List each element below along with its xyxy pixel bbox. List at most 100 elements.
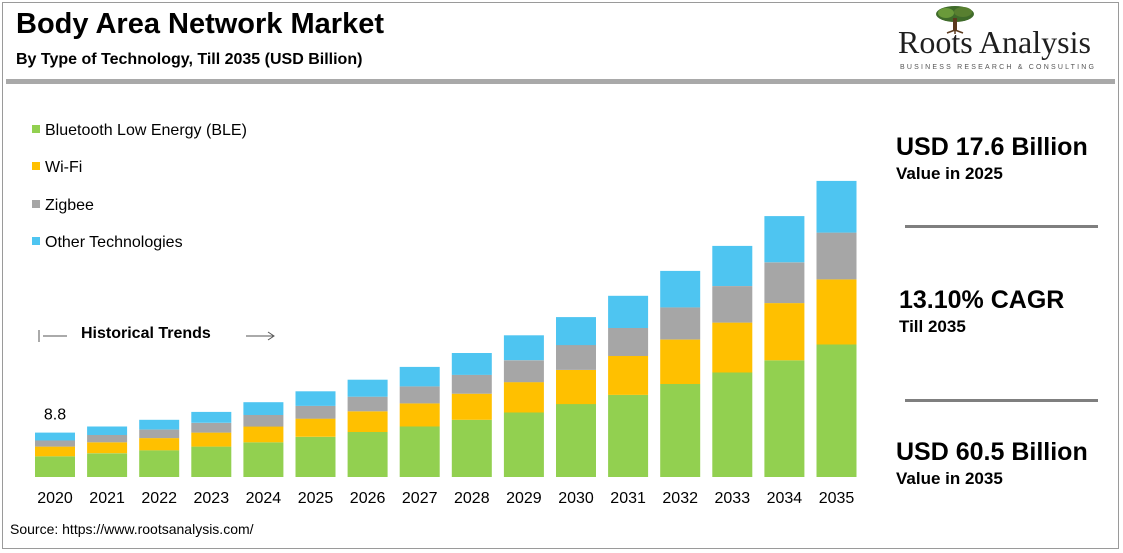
- bar-other-2031: [608, 295, 649, 328]
- bar-wifi-2024: [243, 426, 284, 443]
- bar-ble-2028: [451, 419, 492, 477]
- kpi-2025-value: USD 17.6 Billion Value in 2025: [896, 133, 1088, 184]
- bar-other-2030: [556, 317, 596, 346]
- legend-item-ble: Bluetooth Low Energy (BLE): [32, 122, 247, 142]
- bar-zigbee-2032: [660, 307, 701, 340]
- bar-group: [35, 180, 857, 477]
- bar-other-2034: [764, 216, 805, 263]
- x-tick-label-2024: 2024: [246, 490, 282, 507]
- bar-zigbee-2033: [712, 286, 753, 323]
- bar-wifi-2020: [35, 446, 75, 457]
- bar-zigbee-2028: [451, 374, 492, 394]
- bar-wifi-2026: [347, 411, 388, 432]
- bar-ble-2022: [139, 450, 180, 477]
- bar-ble-2032: [660, 384, 701, 477]
- bar-wifi-2034: [764, 303, 805, 361]
- logo-wordmark: Roots Analysis: [898, 24, 1091, 60]
- x-tick-label-2027: 2027: [402, 490, 438, 507]
- x-tick-label-2035: 2035: [819, 490, 855, 507]
- bar-other-2020: [35, 432, 75, 441]
- legend-label-zigbee: Zigbee: [45, 197, 94, 214]
- bar-other-2022: [139, 419, 180, 430]
- bar-wifi-2033: [712, 322, 753, 373]
- bar-wifi-2025: [295, 418, 336, 437]
- bar-other-2032: [660, 270, 701, 308]
- x-tick-label-2023: 2023: [194, 490, 230, 507]
- bar-other-2023: [191, 411, 232, 423]
- x-tick-label-2028: 2028: [454, 490, 490, 507]
- x-tick-label-2026: 2026: [350, 490, 386, 507]
- historical-trends-marker: [38, 330, 275, 342]
- legend-item-wifi: Wi-Fi: [32, 159, 82, 179]
- bar-zigbee-2031: [608, 328, 649, 356]
- bar-wifi-2032: [660, 339, 701, 384]
- x-tick-label-2020: 2020: [37, 490, 73, 507]
- bar-wifi-2028: [451, 393, 492, 420]
- header-divider: [6, 79, 1115, 84]
- bar-zigbee-2027: [399, 386, 440, 404]
- bar-zigbee-2020: [35, 440, 75, 447]
- bar-other-2033: [712, 245, 753, 286]
- brand-logo: Roots Analysis BUSINESS RESEARCH & CONSU…: [880, 4, 1110, 76]
- bar-wifi-2029: [503, 382, 544, 413]
- bar-zigbee-2024: [243, 415, 284, 427]
- kpi-2035-caption: Value in 2035: [896, 469, 1003, 488]
- bar-other-2026: [347, 379, 388, 397]
- bar-ble-2025: [295, 436, 336, 477]
- logo-tagline: BUSINESS RESEARCH & CONSULTING: [900, 64, 1097, 71]
- bar-other-2029: [503, 335, 544, 361]
- bar-wifi-2031: [608, 356, 649, 395]
- bar-zigbee-2023: [191, 422, 232, 433]
- bar-ble-2027: [399, 426, 440, 477]
- kpi-cagr-caption: Till 2035: [899, 317, 966, 336]
- bar-wifi-2027: [399, 403, 440, 427]
- kpi-divider-1: [905, 225, 1098, 228]
- kpi-2025-caption: Value in 2025: [896, 164, 1003, 183]
- data-label-2020: 8.8: [44, 407, 66, 424]
- bar-ble-2020: [35, 456, 75, 477]
- bar-ble-2024: [243, 442, 284, 477]
- legend-label-ble: Bluetooth Low Energy (BLE): [45, 122, 247, 139]
- bar-ble-2034: [764, 360, 805, 477]
- bar-ble-2033: [712, 372, 753, 477]
- x-tick-label-2022: 2022: [141, 490, 177, 507]
- bar-ble-2035: [816, 344, 857, 477]
- bar-zigbee-2021: [87, 435, 128, 443]
- x-tick-label-2033: 2033: [715, 490, 751, 507]
- bar-other-2028: [451, 353, 492, 375]
- bar-other-2027: [399, 366, 440, 387]
- bar-zigbee-2025: [295, 405, 336, 419]
- bar-zigbee-2035: [816, 232, 857, 280]
- bar-other-2021: [87, 426, 128, 435]
- bar-ble-2026: [347, 432, 388, 477]
- bar-wifi-2022: [139, 438, 180, 451]
- page-title: Body Area Network Market: [16, 8, 384, 40]
- bar-ble-2030: [556, 404, 596, 477]
- bar-wifi-2035: [816, 279, 857, 345]
- x-tick-label-2034: 2034: [767, 490, 803, 507]
- kpi-2025-amount: USD 17.6 Billion: [896, 133, 1088, 161]
- x-tick-label-2032: 2032: [662, 490, 698, 507]
- x-tick-label-2029: 2029: [506, 490, 542, 507]
- bar-ble-2029: [503, 412, 544, 477]
- kpi-2035-value: USD 60.5 Billion Value in 2035: [896, 438, 1088, 489]
- legend-swatch-wifi: [32, 162, 40, 170]
- kpi-divider-2: [905, 399, 1098, 402]
- tree-icon: [936, 6, 974, 34]
- legend-item-zigbee: Zigbee: [32, 197, 94, 217]
- legend-swatch-zigbee: [32, 200, 40, 208]
- kpi-2035-amount: USD 60.5 Billion: [896, 438, 1088, 466]
- bar-zigbee-2030: [556, 345, 596, 370]
- x-tick-label-2030: 2030: [558, 490, 594, 507]
- x-tick-label-2025: 2025: [298, 490, 334, 507]
- bar-zigbee-2022: [139, 429, 180, 439]
- page-subtitle: By Type of Technology, Till 2035 (USD Bi…: [16, 51, 363, 68]
- legend-label-other: Other Technologies: [45, 234, 183, 251]
- data-labels: 8.8: [44, 407, 66, 424]
- x-axis-labels: 2020 2021 2022 2023 2024 2025 2026 2027 2028 2029…: [37, 490, 854, 507]
- bar-other-2035: [816, 180, 857, 233]
- bar-wifi-2030: [556, 370, 596, 405]
- bar-zigbee-2034: [764, 262, 805, 304]
- kpi-cagr-amount: 13.10% CAGR: [899, 286, 1065, 314]
- bar-other-2025: [295, 391, 336, 406]
